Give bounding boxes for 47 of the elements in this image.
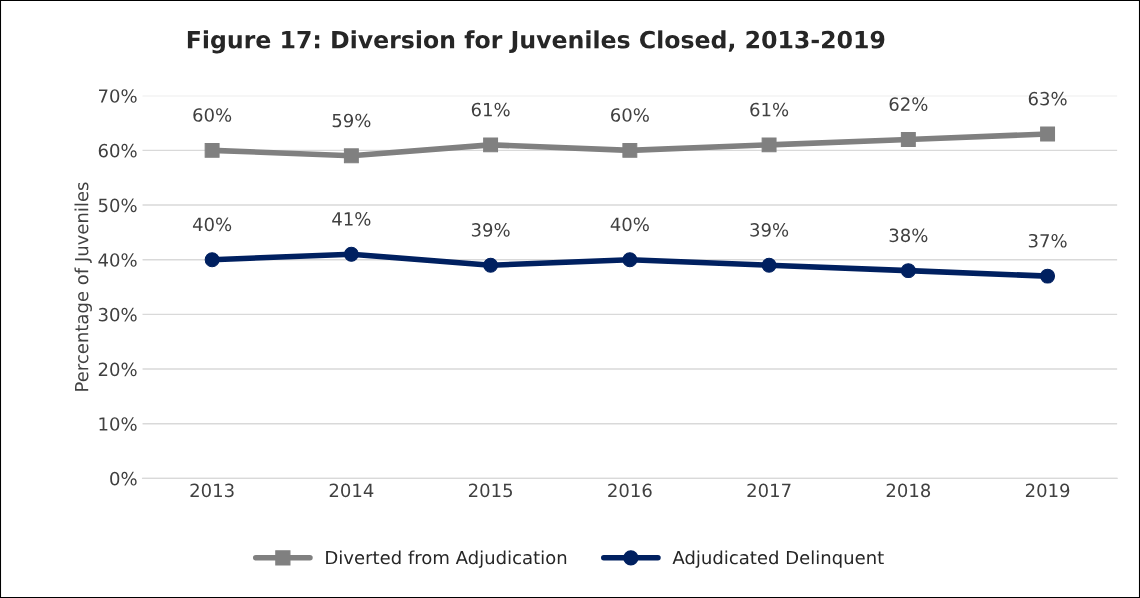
x-tick-label: 2015 [468,483,512,498]
legend-label: Adjudicated Delinquent [672,550,884,568]
y-tick-label: 70% [98,89,137,103]
point [622,252,638,268]
data-label: 37% [1028,233,1067,248]
data-label: 39% [471,223,510,237]
chart-title: Figure 17: Diversion for Juveniles Closed, 2013-2019 [187,30,885,54]
point [483,257,499,273]
point [1040,268,1056,284]
data-label: 41% [332,212,371,226]
y-tick-label: 10% [99,417,137,431]
data-label: 40% [192,217,232,232]
point [204,252,220,268]
y-tick-label: 30% [98,307,137,322]
x-tick-label: 2016 [608,483,652,498]
legend-label: Diverted from Adjudication [326,550,567,568]
point [900,263,916,279]
point [622,142,638,158]
data-label: 39% [750,223,789,237]
y-tick-label: 0% [110,471,137,486]
point [204,142,220,158]
x-tick-label: 2014 [329,483,374,498]
data-label: 63% [1028,91,1067,106]
data-label: 61% [750,102,789,117]
y-tick-label: 20% [98,362,137,377]
data-label: 60% [193,108,232,122]
x-tick-label: 2018 [886,483,931,498]
data-label: 40% [610,217,649,232]
point [900,131,916,147]
data-label: 62% [889,97,928,111]
y-tick-label: 50% [98,198,137,213]
y-axis-title: Percentage of Juveniles [74,182,92,391]
y-tick-label: 60% [98,143,137,158]
data-label: 60% [611,108,649,122]
point [761,257,777,273]
point [343,148,359,164]
x-tick-label: 2019 [1025,483,1070,498]
data-label: 61% [471,102,510,117]
point [761,137,777,153]
data-label: 59% [332,113,371,128]
data-label: 38% [889,228,928,243]
y-tick-label: 40% [98,253,137,267]
x-tick-label: 2013 [190,483,234,498]
point [483,137,499,153]
x-tick-label: 2017 [747,483,791,498]
point [343,246,359,262]
point [1040,126,1056,142]
